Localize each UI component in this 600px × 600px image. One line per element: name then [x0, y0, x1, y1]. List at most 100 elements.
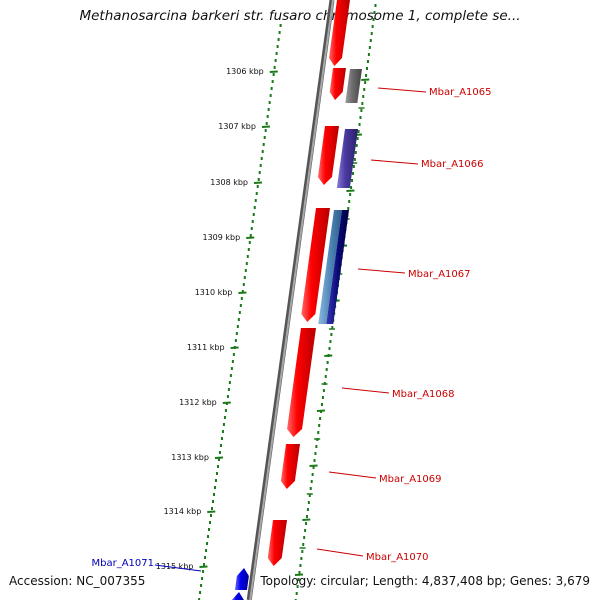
- outer-dot: [361, 102, 364, 105]
- gene-label: Mbar_A1070: [366, 552, 429, 563]
- gene-block-steel: [318, 210, 342, 324]
- topology-summary: Topology: circular; Length: 4,837,408 bp…: [260, 574, 590, 588]
- ruler-dot: [221, 430, 224, 433]
- ruler-dot: [204, 556, 207, 559]
- ruler-dot: [240, 297, 243, 300]
- outer-dot: [366, 60, 369, 63]
- ruler-dot: [223, 416, 226, 419]
- outer-dot: [363, 88, 366, 91]
- outer-dot: [328, 347, 331, 350]
- accession-text: Accession: NC_007355: [9, 574, 146, 588]
- outer-tick: [316, 409, 325, 412]
- ruler-dot: [267, 108, 270, 111]
- scale-tick: [230, 346, 239, 349]
- scale-tick: [222, 401, 231, 404]
- ruler-dot: [275, 52, 278, 55]
- ruler-dot: [270, 87, 273, 90]
- gene-features: [231, 0, 362, 600]
- ruler-dot: [224, 409, 227, 412]
- scale-tick-label: 1315 kbp: [156, 562, 194, 571]
- ruler-dot: [232, 353, 235, 356]
- outer-dot: [298, 571, 301, 574]
- scale-tick-label: 1311 kbp: [187, 343, 225, 352]
- outer-dot: [329, 340, 332, 343]
- outer-dot: [315, 445, 318, 448]
- outer-dot: [308, 494, 311, 497]
- ruler-dot: [235, 332, 238, 335]
- scale-tick-label: 1308 kbp: [210, 178, 248, 187]
- gene-labels: Mbar_A1065 Mbar_A1066 Mbar_A1067 Mbar_A1068…: [91, 87, 492, 572]
- gene-label: Mbar_A1068: [392, 389, 455, 400]
- outer-dot: [367, 53, 370, 56]
- ruler-dot: [229, 374, 232, 377]
- scale-tick-label: 1310 kbp: [195, 288, 233, 297]
- ruler-dot: [258, 171, 261, 174]
- outer-dot: [295, 592, 298, 595]
- outer-dot: [319, 417, 322, 420]
- ruler-dot: [269, 94, 272, 97]
- ruler-dot: [252, 213, 255, 216]
- outer-dot: [366, 67, 369, 70]
- outer-dot: [320, 403, 323, 406]
- outer-dot: [372, 18, 375, 21]
- gene-arrow-red: [267, 520, 287, 566]
- outer-dot: [347, 207, 350, 210]
- ruler-dot: [262, 143, 265, 146]
- ruler-dot: [250, 227, 253, 230]
- scale-tick: [246, 236, 255, 239]
- ruler-dot: [198, 598, 201, 600]
- gene-label: Mbar_A1069: [379, 474, 442, 485]
- ruler-dot: [242, 283, 245, 286]
- outer-dot: [299, 564, 302, 567]
- outer-dot: [368, 46, 371, 49]
- outer-dot: [369, 39, 372, 42]
- ruler-dot: [226, 395, 229, 398]
- outer-tick: [361, 78, 370, 81]
- gene-block-purple: [336, 129, 358, 188]
- gene-label: Mbar_A1071: [91, 558, 154, 569]
- scale-tick-label: 1313 kbp: [171, 453, 209, 462]
- ruler-dot: [211, 507, 214, 510]
- ruler-dot: [249, 234, 252, 237]
- ruler-dot: [217, 458, 220, 461]
- ruler-dot: [259, 164, 262, 167]
- outer-dot: [358, 123, 361, 126]
- outer-dot: [321, 396, 324, 399]
- ruler-dot: [274, 59, 277, 62]
- gene-arrow-red: [329, 68, 346, 100]
- outer-dot: [360, 109, 363, 112]
- ruler-dot: [266, 115, 269, 118]
- ruler-dot: [272, 73, 275, 76]
- ruler-dot: [239, 304, 242, 307]
- outer-dot: [330, 333, 333, 336]
- outer-tick: [324, 354, 333, 357]
- scale-tick-label: 1312 kbp: [179, 398, 217, 407]
- gene-label: Mbar_A1065: [429, 87, 492, 98]
- outer-dot: [306, 508, 309, 511]
- scale-tick: [238, 291, 247, 294]
- outer-dot: [353, 158, 356, 161]
- ruler-dot: [237, 318, 240, 321]
- outer-dot: [324, 375, 327, 378]
- scale-tick: [261, 125, 271, 128]
- ruler-dot: [246, 255, 249, 258]
- gene-block-navy: [326, 210, 349, 324]
- outer-dot: [301, 550, 304, 553]
- ruler-dot: [244, 269, 247, 272]
- ruler-dot: [248, 241, 251, 244]
- outer-dot: [300, 557, 303, 560]
- gene-label: Mbar_A1067: [408, 269, 471, 280]
- ruler-dot: [265, 122, 268, 125]
- outer-tick: [309, 464, 318, 467]
- outer-dot: [352, 165, 355, 168]
- gene-arrow-red: [328, 0, 350, 66]
- outer-dot: [310, 480, 313, 483]
- scale-tick-label: 1309 kbp: [203, 233, 241, 242]
- gene-arrow-blue: [231, 592, 244, 600]
- gene-arrow-red: [287, 328, 316, 437]
- scale-tick-label: 1307 kbp: [218, 122, 256, 131]
- gene-label-leader: [316, 548, 364, 557]
- ruler-dot: [215, 472, 218, 475]
- outer-dot: [304, 529, 307, 532]
